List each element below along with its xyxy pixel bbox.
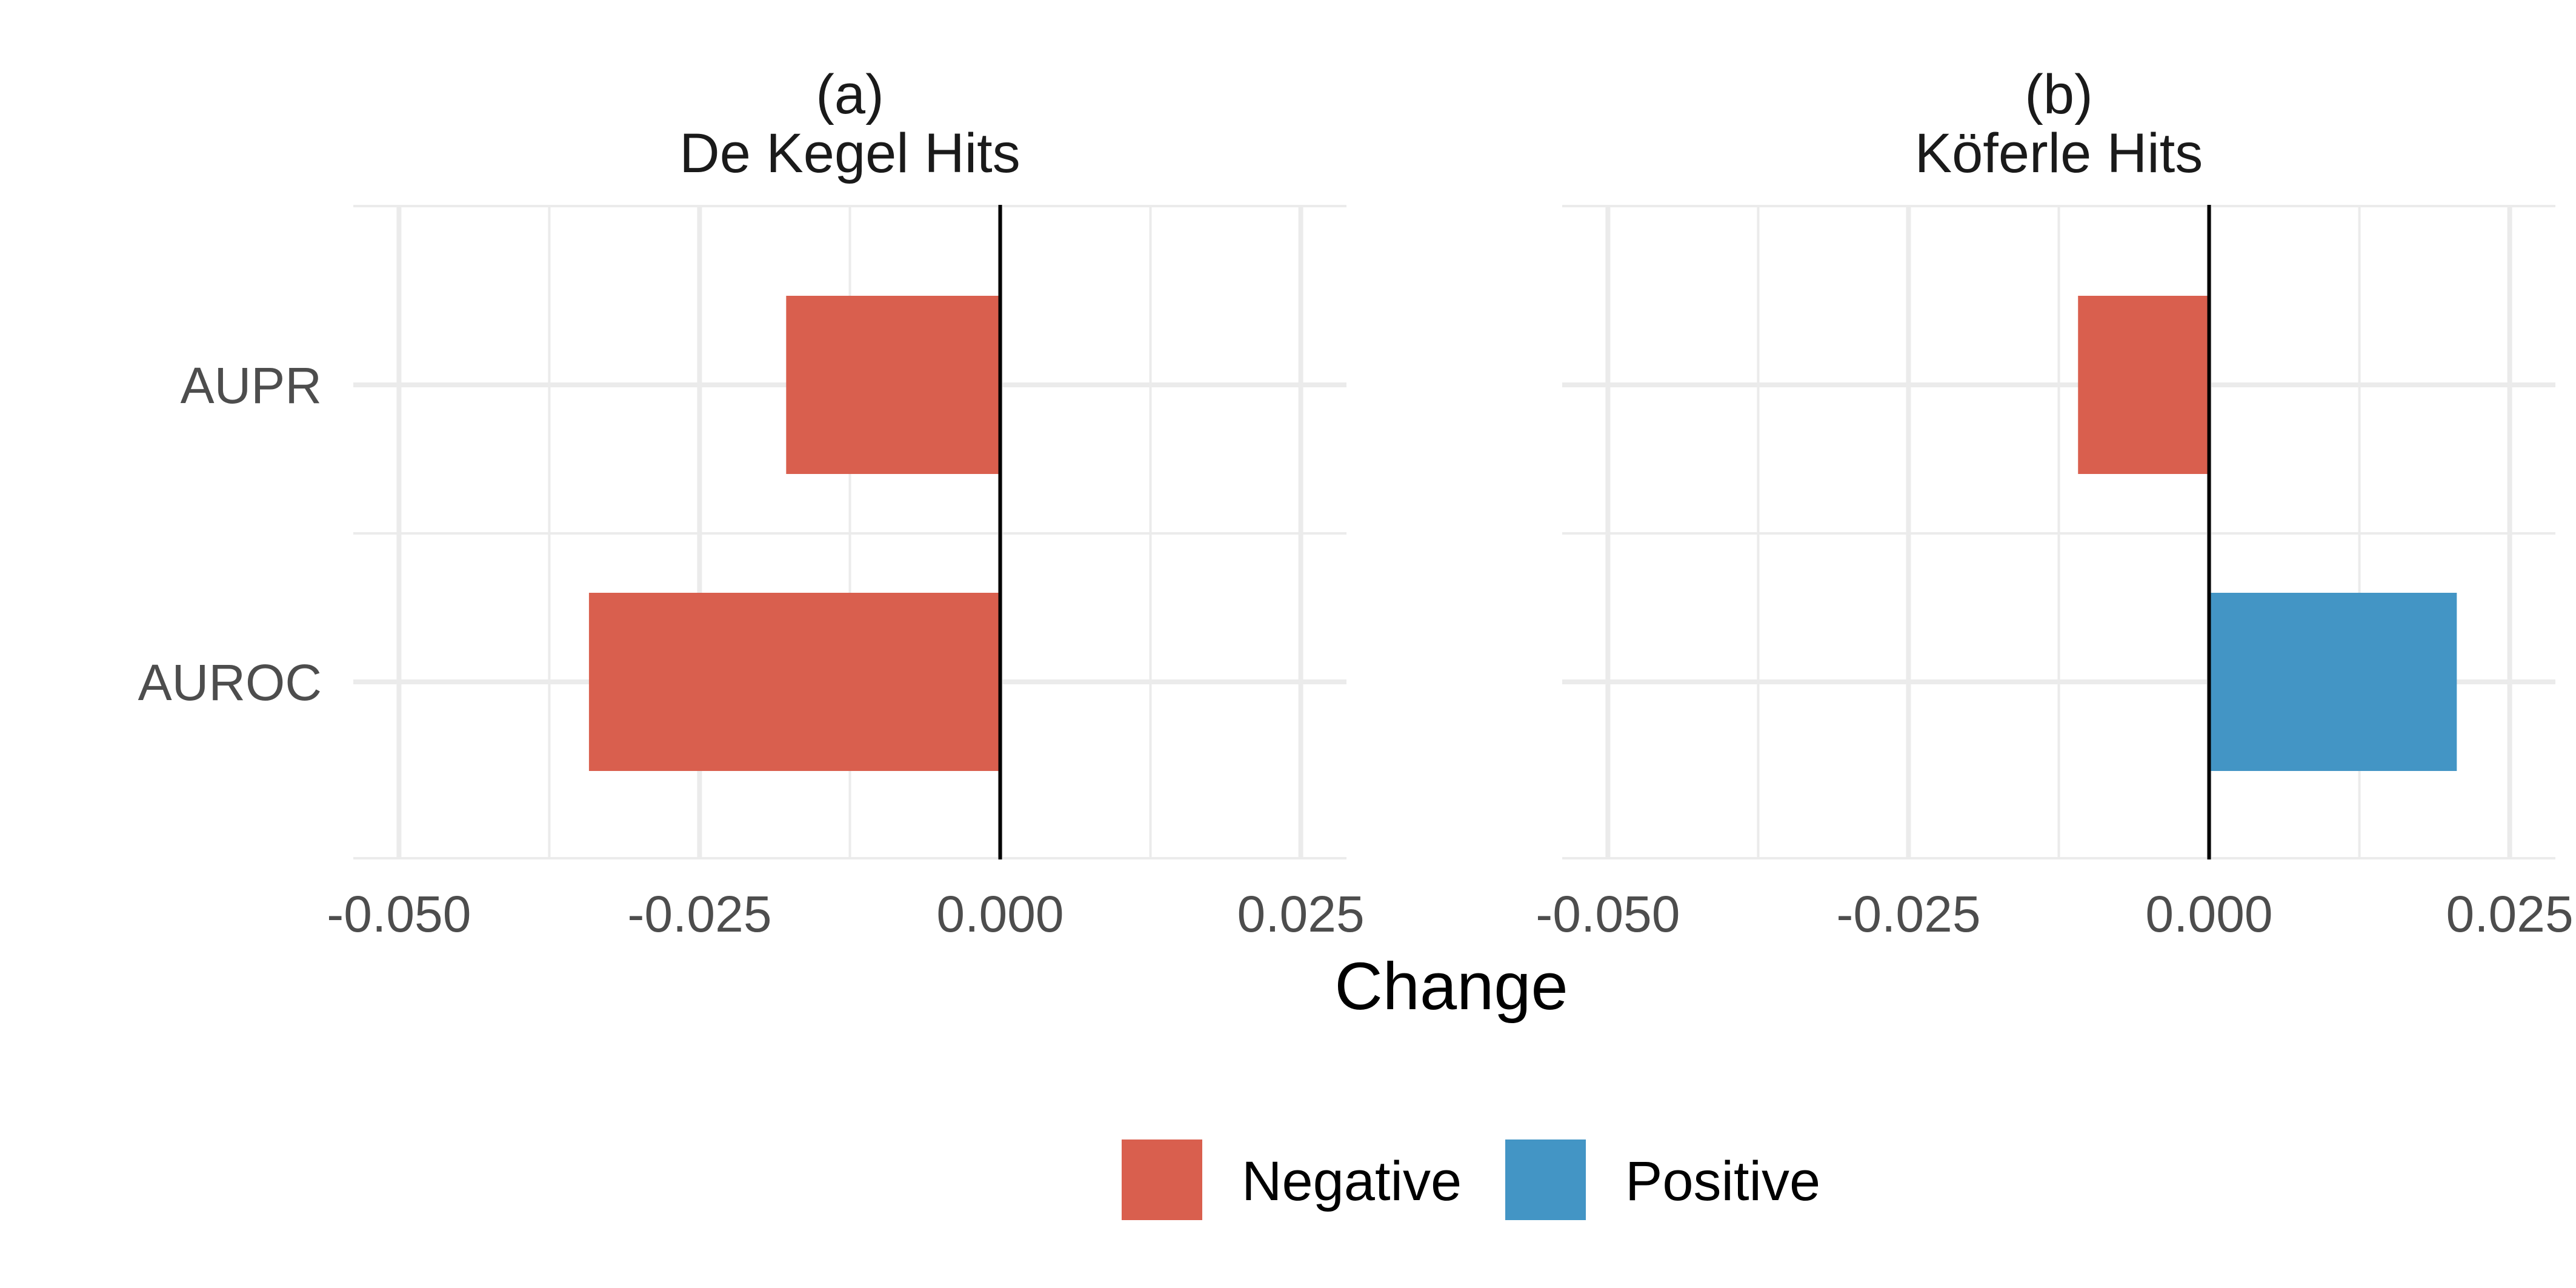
x-tick-label: -0.025 <box>627 886 771 943</box>
chart-panel-2: -0.050 -0.025 0.000 0.025 (b)Köferle Hits <box>1536 64 2573 943</box>
legend-item-negative: Negative <box>1122 1140 1462 1220</box>
bar-auroc-negative <box>588 593 1000 771</box>
x-tick-label: -0.025 <box>1836 886 1980 943</box>
chart-panel-1: -0.050 -0.025 0.000 0.025 AUPR AUROC (a)De Keg… <box>138 64 1365 943</box>
x-tick-label: 0.000 <box>2145 886 2272 943</box>
x-tick-label: 0.025 <box>1237 886 1364 943</box>
panel-tag: (a) <box>816 64 884 125</box>
legend-label-negative: Negative <box>1242 1150 1462 1212</box>
x-tick-label: 0.025 <box>2446 886 2573 943</box>
x-tick-label: -0.050 <box>1536 886 1680 943</box>
y-tick-label-auroc: AUROC <box>138 654 322 711</box>
y-tick-label-aupr: AUPR <box>181 357 322 414</box>
x-tick-label: 0.000 <box>936 886 1063 943</box>
bar-aupr-negative <box>786 296 1000 474</box>
legend-key-positive <box>1505 1140 1586 1220</box>
legend-label-positive: Positive <box>1625 1150 1820 1212</box>
panel-tag: (b) <box>2025 64 2092 125</box>
bar-auroc-positive <box>2209 593 2457 771</box>
legend-item-positive: Positive <box>1505 1140 1820 1220</box>
chart-panels: -0.050 -0.025 0.000 0.025 AUPR AUROC (a)De Keg… <box>138 64 2574 943</box>
x-axis-title: Change <box>1334 949 1568 1024</box>
legend-key-negative <box>1122 1140 1202 1220</box>
panel-title: Köferle Hits <box>1915 122 2203 184</box>
bar-aupr-negative <box>2078 296 2209 474</box>
chart-legend: Negative Positive <box>1122 1140 1820 1220</box>
x-tick-label: -0.050 <box>327 886 471 943</box>
panel-title: De Kegel Hits <box>679 122 1020 184</box>
